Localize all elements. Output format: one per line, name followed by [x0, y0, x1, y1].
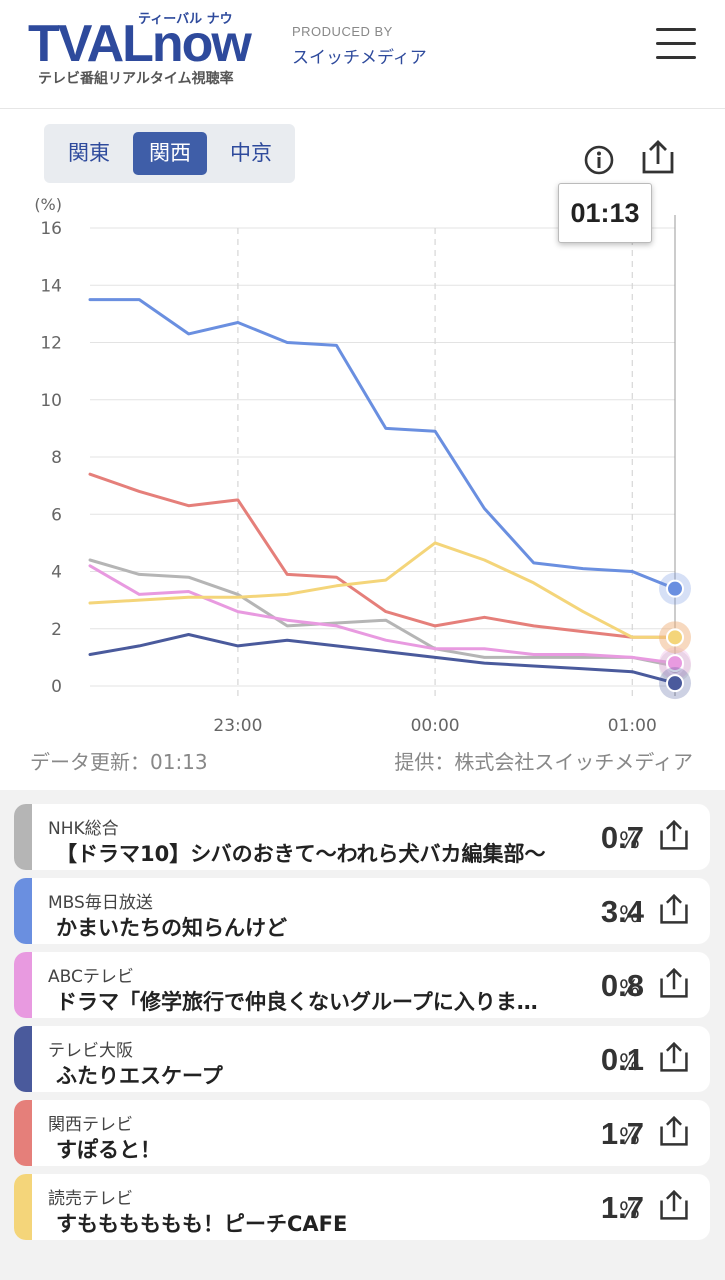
rating-value: 0.8 — [600, 968, 644, 1003]
share-icon[interactable] — [658, 966, 690, 1000]
logo-kana: ティーバル ナウ — [138, 12, 233, 27]
rating-value: 1.7 — [600, 1116, 644, 1151]
series-marker — [666, 654, 684, 673]
share-icon[interactable] — [658, 818, 690, 852]
rating-unit: % — [619, 829, 640, 854]
channel-color-bar — [14, 1100, 32, 1166]
x-tick-label: 23:00 — [213, 716, 262, 736]
channel-card-mbs[interactable]: MBS毎日放送 かまいたちの知らんけど 3.4 % — [14, 878, 710, 944]
channel-name: 関西テレビ — [48, 1115, 133, 1135]
y-tick-label: 4 — [51, 563, 62, 583]
series-line — [88, 541, 677, 639]
rating-value: 0.7 — [600, 820, 644, 855]
rating-value: 3.4 — [600, 894, 644, 929]
channel-card-ktv[interactable]: 関西テレビ すぽると！ 1.7 % — [14, 1100, 710, 1166]
rating-line-chart[interactable]: 0 2 4 6 8 10 12 14 16 (%) 23:00 00:00 01:00 — [0, 185, 725, 745]
channel-name: ABCテレビ — [48, 967, 134, 987]
rating-unit: % — [619, 1125, 640, 1150]
y-tick-label: 10 — [40, 391, 62, 411]
region-tabs: 関東 関西 中京 — [44, 124, 295, 183]
rating-unit: % — [619, 1051, 640, 1076]
hamburger-menu-icon[interactable] — [656, 28, 696, 62]
channel-name: NHK総合 — [48, 819, 119, 839]
info-icon[interactable] — [583, 144, 615, 176]
program-title: かまいたちの知らんけど — [56, 916, 287, 940]
app-header: TVALnow ティーバル ナウ テレビ番組リアルタイム視聴率 PRODUCED… — [0, 0, 725, 109]
rating-value: 0.1 — [600, 1042, 644, 1077]
channel-name: MBS毎日放送 — [48, 893, 153, 913]
share-icon[interactable] — [658, 1188, 690, 1222]
logo-text: TVALnow — [28, 15, 252, 73]
channel-card-abc[interactable]: ABCテレビ ドラマ「修学旅行で仲良くないグループに入りました」 0.8 % — [14, 952, 710, 1018]
channel-name: 読売テレビ — [48, 1189, 133, 1209]
y-tick-label: 14 — [40, 276, 62, 296]
series-marker — [666, 628, 684, 647]
logo-subtitle: テレビ番組リアルタイム視聴率 — [38, 71, 234, 87]
channel-card-nhk[interactable]: NHK総合 【ドラマ10】シバのおきて～われら犬バカ編集部～ 0.7 % — [14, 804, 710, 870]
series-line — [88, 558, 677, 668]
rating-unit: % — [619, 903, 640, 928]
share-icon[interactable] — [640, 138, 676, 176]
series-marker — [666, 674, 684, 693]
x-tick-label: 00:00 — [411, 716, 460, 736]
program-title: ドラマ「修学旅行で仲良くないグループに入りました」 — [56, 990, 554, 1014]
program-title: 【ドラマ10】シバのおきて～われら犬バカ編集部～ — [56, 842, 546, 866]
channel-name: テレビ大阪 — [48, 1041, 133, 1061]
x-tick-label: 01:00 — [608, 716, 657, 736]
produced-by: PRODUCED BY スイッチメディア — [292, 24, 427, 68]
share-icon[interactable] — [658, 892, 690, 926]
channel-color-bar — [14, 878, 32, 944]
tab-kanto[interactable]: 関東 — [68, 141, 110, 165]
share-icon[interactable] — [658, 1040, 690, 1074]
program-title: すぽると！ — [56, 1138, 161, 1162]
y-tick-label: 6 — [51, 505, 62, 525]
channel-color-bar — [14, 1174, 32, 1240]
y-tick-label: 2 — [51, 620, 62, 640]
provider-text: 提供：株式会社スイッチメディア — [394, 750, 693, 774]
program-title: ふたりエスケープ — [56, 1064, 223, 1088]
channel-color-bar — [14, 804, 32, 870]
rating-unit: % — [619, 977, 640, 1002]
series-marker — [666, 579, 684, 598]
data-updated-text: データ更新：01:13 — [30, 750, 208, 774]
produced-by-name: スイッチメディア — [292, 48, 427, 68]
y-tick-label: 8 — [51, 448, 62, 468]
channel-card-tvo[interactable]: テレビ大阪 ふたりエスケープ 0.1 % — [14, 1026, 710, 1092]
tab-kansai[interactable]: 関西 — [133, 132, 207, 175]
tab-chukyo[interactable]: 中京 — [230, 141, 272, 165]
time-tooltip: 01:13 — [558, 183, 652, 243]
series-line — [88, 298, 677, 591]
series-line — [88, 472, 677, 639]
produced-by-label: PRODUCED BY — [292, 24, 393, 39]
rating-value: 1.7 — [600, 1190, 644, 1225]
channel-card-ytv[interactable]: 読売テレビ すもももももも！ピーチCAFE 1.7 % — [14, 1174, 710, 1240]
series-line — [88, 564, 677, 665]
y-axis-unit: (%) — [34, 195, 62, 214]
program-title: すもももももも！ピーチCAFE — [56, 1212, 348, 1236]
channel-color-bar — [14, 1026, 32, 1092]
rating-unit: % — [619, 1199, 640, 1224]
y-tick-label: 0 — [51, 677, 62, 697]
channel-color-bar — [14, 952, 32, 1018]
y-tick-label: 12 — [40, 334, 62, 354]
y-tick-label: 16 — [40, 219, 62, 239]
share-icon[interactable] — [658, 1114, 690, 1148]
series-line — [88, 633, 677, 685]
tvalnow-logo[interactable]: TVALnow ティーバル ナウ テレビ番組リアルタイム視聴率 — [28, 8, 258, 88]
